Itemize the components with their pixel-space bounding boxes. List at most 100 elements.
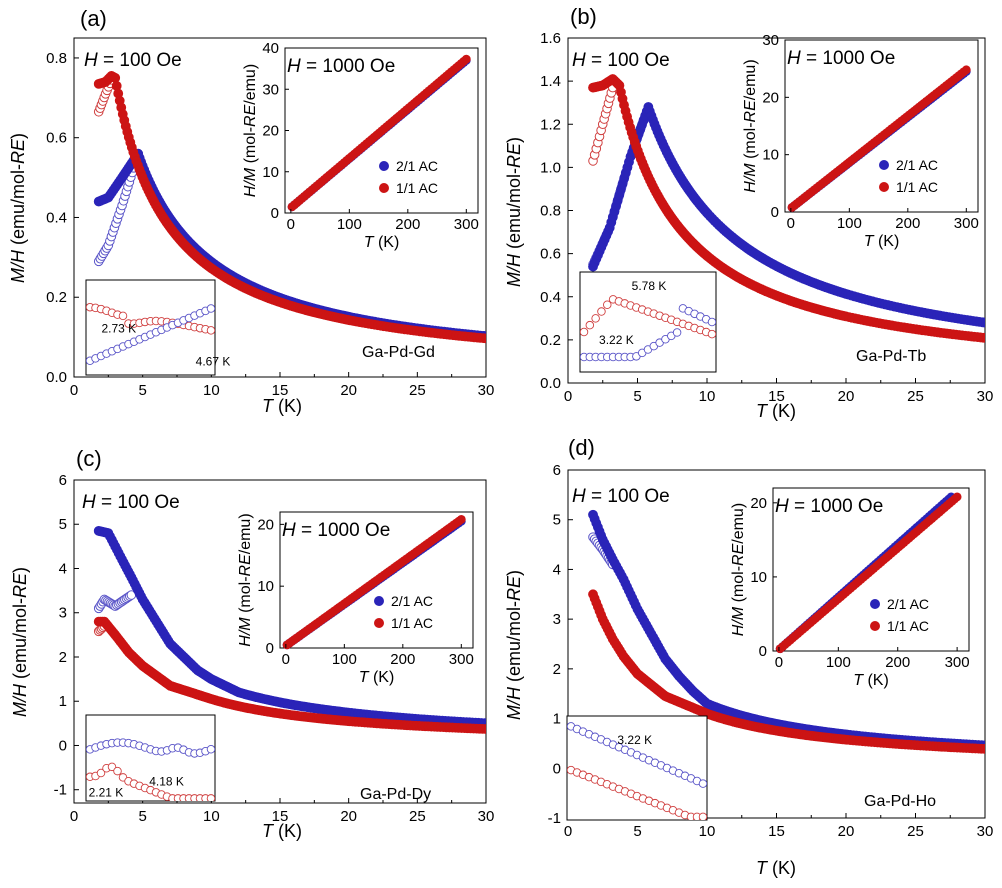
zoom-data <box>567 722 707 820</box>
y-tick-label: 2 <box>553 661 561 678</box>
legend-label-1-1: 1/1 AC <box>896 179 938 195</box>
y-tick-label: 1.0 <box>540 159 561 176</box>
zoom-series <box>86 302 215 335</box>
data-layer <box>588 509 985 754</box>
y-tick-label: 0.0 <box>540 375 561 392</box>
y-tick-label: 1.2 <box>540 116 561 133</box>
y-tick-label: 0 <box>553 760 561 777</box>
zoom-point <box>107 762 117 772</box>
zoom-series <box>86 762 215 801</box>
y-tick-label: 0.6 <box>540 246 561 263</box>
series-zfc-1-1 <box>588 82 618 166</box>
data-point <box>980 317 985 328</box>
panel-label: (b) <box>570 4 597 29</box>
inset-x-axis-label: T (K) <box>864 233 900 250</box>
y-tick-label: 3 <box>59 605 67 622</box>
x-tick-label: 0 <box>70 808 78 825</box>
x-tick-label: 0 <box>564 388 572 405</box>
zoom-point <box>206 745 215 754</box>
x-tick-label: 5 <box>138 808 146 825</box>
inset-y-tick-label: 20 <box>262 123 279 140</box>
inset-plot: 0 100 200 300 0 10 20 30 H = 1000 Oe T (K) H/M (mo… <box>742 32 979 250</box>
x-tick-label: 25 <box>907 388 924 405</box>
data-point <box>961 65 971 75</box>
x-tick-label: 15 <box>272 382 289 399</box>
y-tick-label: 0.6 <box>46 130 67 147</box>
inset-x-axis-label: T (K) <box>364 234 400 251</box>
zoom-data <box>86 302 215 365</box>
y-tick-label: -1 <box>548 810 561 827</box>
zoom-point <box>672 328 682 337</box>
data-point <box>461 54 471 64</box>
zoom-point <box>597 307 606 316</box>
inset-y-axis-label: H/M (mol-RE/emu) <box>742 59 759 192</box>
inset-field-label: H = 1000 Oe <box>787 48 895 69</box>
data-point <box>484 335 486 343</box>
inset-x-tick-label: 200 <box>885 654 910 671</box>
inset-plot: 0 100 200 300 0 10 20 30 40 H = 1000 Oe T (K) H/M (… <box>242 40 479 251</box>
y-axis-label: M/H (emu/mol-RE) <box>8 133 28 283</box>
zoom-data <box>580 295 716 362</box>
series-fc-1-1 <box>588 74 985 343</box>
inset-x-tick-label: 200 <box>390 651 415 668</box>
series-zfc-2-1 <box>93 590 137 614</box>
x-tick-label: 25 <box>409 808 426 825</box>
inset-y-tick-label: 10 <box>750 569 767 586</box>
inset-x-tick-label: 300 <box>945 654 970 671</box>
zoom-point <box>118 311 128 321</box>
data-point <box>110 72 121 83</box>
x-axis-label: T (K) <box>756 858 796 878</box>
inset-y-tick-label: 20 <box>762 89 779 106</box>
x-tick-label: 10 <box>203 382 220 399</box>
inset-y-tick-label: 10 <box>257 578 274 595</box>
y-tick-label: 6 <box>59 472 67 489</box>
series-fc-1-1 <box>93 70 486 344</box>
y-tick-label: 0.4 <box>540 289 561 306</box>
inset-y-axis-label: H/M (mol-RE/emu) <box>242 64 259 197</box>
sample-label: Ga-Pd-Dy <box>360 786 431 803</box>
inset-x-axis-label: T (K) <box>359 669 395 686</box>
legend-label-2-1: 2/1 AC <box>896 157 938 173</box>
zoom-inset: 3.22 K 5.78 K <box>579 271 717 373</box>
inset-y-tick-label: 10 <box>262 164 279 181</box>
data-point <box>483 725 486 734</box>
data-layer <box>93 70 486 344</box>
sample-label: Ga-Pd-Gd <box>362 344 435 361</box>
x-tick-label: 0 <box>564 823 572 840</box>
legend-marker-1-1 <box>879 182 889 192</box>
y-axis: 0.0 0.2 0.4 0.6 0.8 <box>46 50 79 386</box>
y-tick-label: 4 <box>553 561 561 578</box>
x-tick-label: 30 <box>977 388 994 405</box>
inset-y-tick-label: 20 <box>257 516 274 533</box>
inset-x-tick-label: 100 <box>332 651 357 668</box>
x-tick-label: 10 <box>699 823 716 840</box>
inset-x-tick-label: 300 <box>954 215 979 232</box>
inset-y-axis-label: H/M (mol-RE/emu) <box>237 513 254 646</box>
zoom-point <box>96 768 106 778</box>
series-fc-1-1 <box>588 589 985 754</box>
y-tick-label: 1.4 <box>540 73 561 90</box>
x-axis: 0 5 10 15 20 25 30 <box>564 378 994 405</box>
x-tick-label: 20 <box>838 388 855 405</box>
field-label: H = 100 Oe <box>572 486 670 507</box>
inset-y-tick-label: 0 <box>271 205 279 222</box>
inset-x-tick-label: 300 <box>454 216 479 233</box>
zoom-series <box>567 722 707 788</box>
y-tick-label: 1 <box>553 711 561 728</box>
zoom-temperature-label: 5.78 K <box>632 279 667 293</box>
y-axis: -1 0 1 2 3 4 5 6 <box>54 472 79 799</box>
legend-marker-2-1 <box>379 161 389 171</box>
legend-label-1-1: 1/1 AC <box>391 615 433 631</box>
y-axis: 0.0 0.2 0.4 0.6 0.8 1.0 1.2 1.4 1.6 <box>540 30 573 392</box>
y-tick-label: 3 <box>553 611 561 628</box>
zoom-temperature-label: 4.18 K <box>149 775 184 789</box>
zoom-series <box>580 295 716 339</box>
data-point <box>982 744 985 754</box>
legend-marker-2-1 <box>870 599 880 609</box>
y-axis-label: M/H (emu/mol-RE) <box>10 567 30 717</box>
data-point <box>981 333 985 343</box>
inset-y-tick-label: 0 <box>266 640 274 657</box>
inset-legend: 2/1 AC 1/1 AC <box>870 596 929 634</box>
